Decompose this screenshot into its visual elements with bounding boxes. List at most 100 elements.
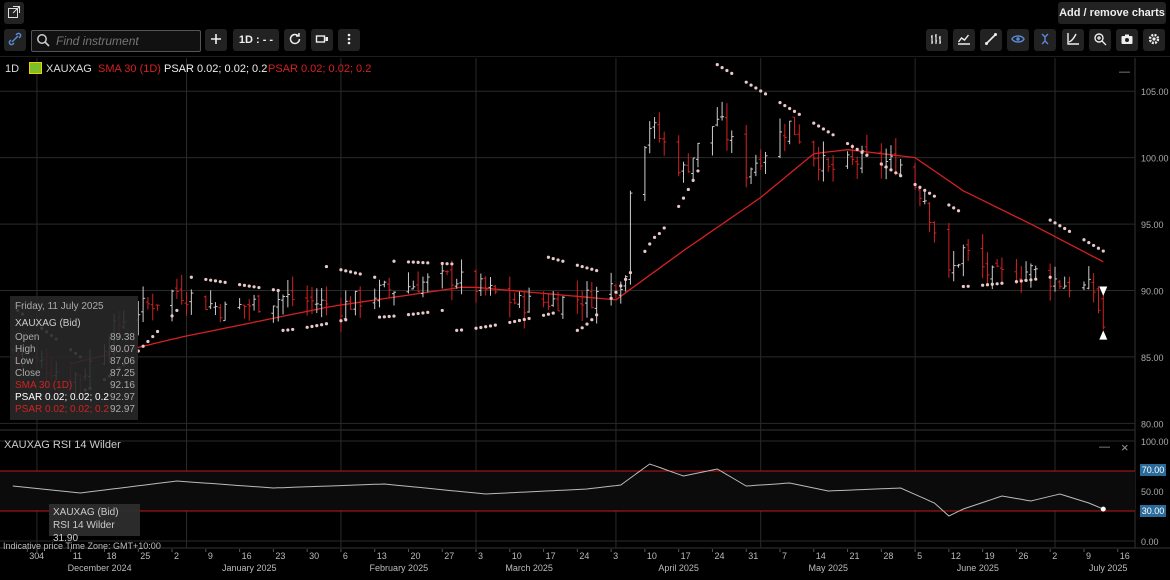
ohlc-bar [758,149,763,170]
ohlc-bar [425,273,430,293]
psar-dot [913,182,917,187]
ohlc-bar [816,146,821,181]
psar-dot [392,259,396,263]
psar-legend-1[interactable]: PSAR 0.02; 0.02; 0.2 [164,63,268,75]
psar-dot [628,271,633,275]
ohlc-bar [406,272,411,294]
psar-dot [1067,229,1072,233]
ohlc-bar [642,145,647,202]
ohlc-bar [628,190,633,285]
tooltip-row-high: High 90.07 [15,344,135,355]
psar-dot [1058,224,1062,228]
psar-dot [426,310,430,314]
footer-note: Indicative price Time Zone: GMT+10:00 [3,541,161,551]
main-minimize-button[interactable]: — [1119,66,1130,78]
ohlc-bar [382,280,387,288]
day-tick-label: 17 [681,551,691,561]
draw-line-button[interactable] [980,29,1002,51]
refresh-button[interactable] [284,29,306,51]
ohlc-bar [247,299,252,321]
crosshair-button[interactable] [1034,29,1056,51]
day-tick-label: 18 [107,551,117,561]
snapshot-button[interactable] [1116,29,1138,51]
bars-style-button[interactable] [926,29,948,51]
ohlc-bar [980,234,985,279]
day-tick-label: 24 [714,551,724,561]
search-input[interactable] [54,32,198,50]
rsi-upper-badge: 70.00 [1140,464,1166,476]
psar-dot [855,147,859,152]
rsi-title[interactable]: XAUXAG RSI 14 Wilder [4,439,121,451]
visibility-button[interactable] [1007,29,1029,51]
tooltip-row-low: Low 87.06 [15,356,135,367]
chart-type-button[interactable] [311,29,333,51]
ohlc-bar [821,141,826,182]
psar-dot [797,112,801,116]
ohlc-bar [527,287,532,313]
ohlc-bar [256,294,261,313]
settings-icon [1148,33,1160,45]
zoom-button[interactable] [1089,29,1111,51]
ohlc-bar [710,126,715,156]
psar-dot [889,168,893,172]
rsi-close-button[interactable]: × [1121,440,1129,455]
psar-dot [1019,279,1023,283]
psar-dot [406,313,411,317]
psar-legend-2[interactable]: PSAR 0.02; 0.02; 0.2 [268,63,372,75]
psar-dot [923,188,927,192]
ohlc-bar [720,101,725,121]
day-tick-label: 19 [985,551,995,561]
month-label: March 2025 [505,563,553,573]
ohlc-bar [1067,276,1072,298]
ohlc-bar [483,276,488,296]
psar-dot [455,328,459,332]
search-field[interactable] [31,30,201,52]
psar-dot [947,203,951,207]
camera-icon [1121,34,1133,44]
rsi-minimize-button[interactable]: — [1099,441,1110,453]
ohlc-bar [285,280,290,308]
day-tick-label: 10 [647,551,657,561]
ohlc-bar [575,280,580,314]
psar-dot [1063,226,1067,231]
more-icon [347,33,351,45]
psar-dot [421,311,425,315]
ohlc-bar [338,297,343,332]
psar-dot [411,312,415,316]
symbol-label[interactable]: XAUXAG [46,63,92,75]
psar-dot [754,86,758,90]
draw-line-icon [985,33,997,45]
sma-legend[interactable]: SMA 30 (1D) [98,63,161,75]
ohlc-bar [174,278,179,299]
add-remove-charts-button[interactable]: Add / remove charts [1058,2,1166,24]
psar-dot [956,209,961,213]
ohlc-bar [145,296,150,310]
ohlc-bar [826,157,831,172]
settings-button[interactable] [1143,29,1165,51]
interval-selector[interactable]: 1D : - - [233,29,279,51]
ohlc-bar [353,290,358,316]
psar-dot [1048,275,1052,279]
indicators-button[interactable] [953,29,975,51]
psar-dot [681,196,686,200]
day-tick-label: 23 [275,551,285,561]
ohlc-bar [493,285,498,295]
psar-dot [1096,246,1101,250]
day-tick-label: 3 [478,551,483,561]
add-instrument-button[interactable] [205,29,227,51]
day-tick-label: 14 [816,551,826,561]
axis-button[interactable] [1062,29,1084,51]
ohlc-bar [946,222,951,278]
ohlc-bar [420,276,425,298]
ohlc-bar [594,286,599,324]
more-options-button[interactable] [338,29,360,51]
price-tick-label: 95.00 [1141,220,1164,230]
tooltip-row-sma: SMA 30 (1D) 92.16 [15,380,135,391]
link-icon[interactable] [4,29,26,51]
tooltip-row-psar2: PSAR 0.02; 0.02; 0.2 92.97 [15,404,135,415]
ohlc-bar [155,304,160,311]
psar-dot [252,285,256,289]
popout-icon[interactable] [4,2,24,24]
psar-dot [377,315,382,319]
